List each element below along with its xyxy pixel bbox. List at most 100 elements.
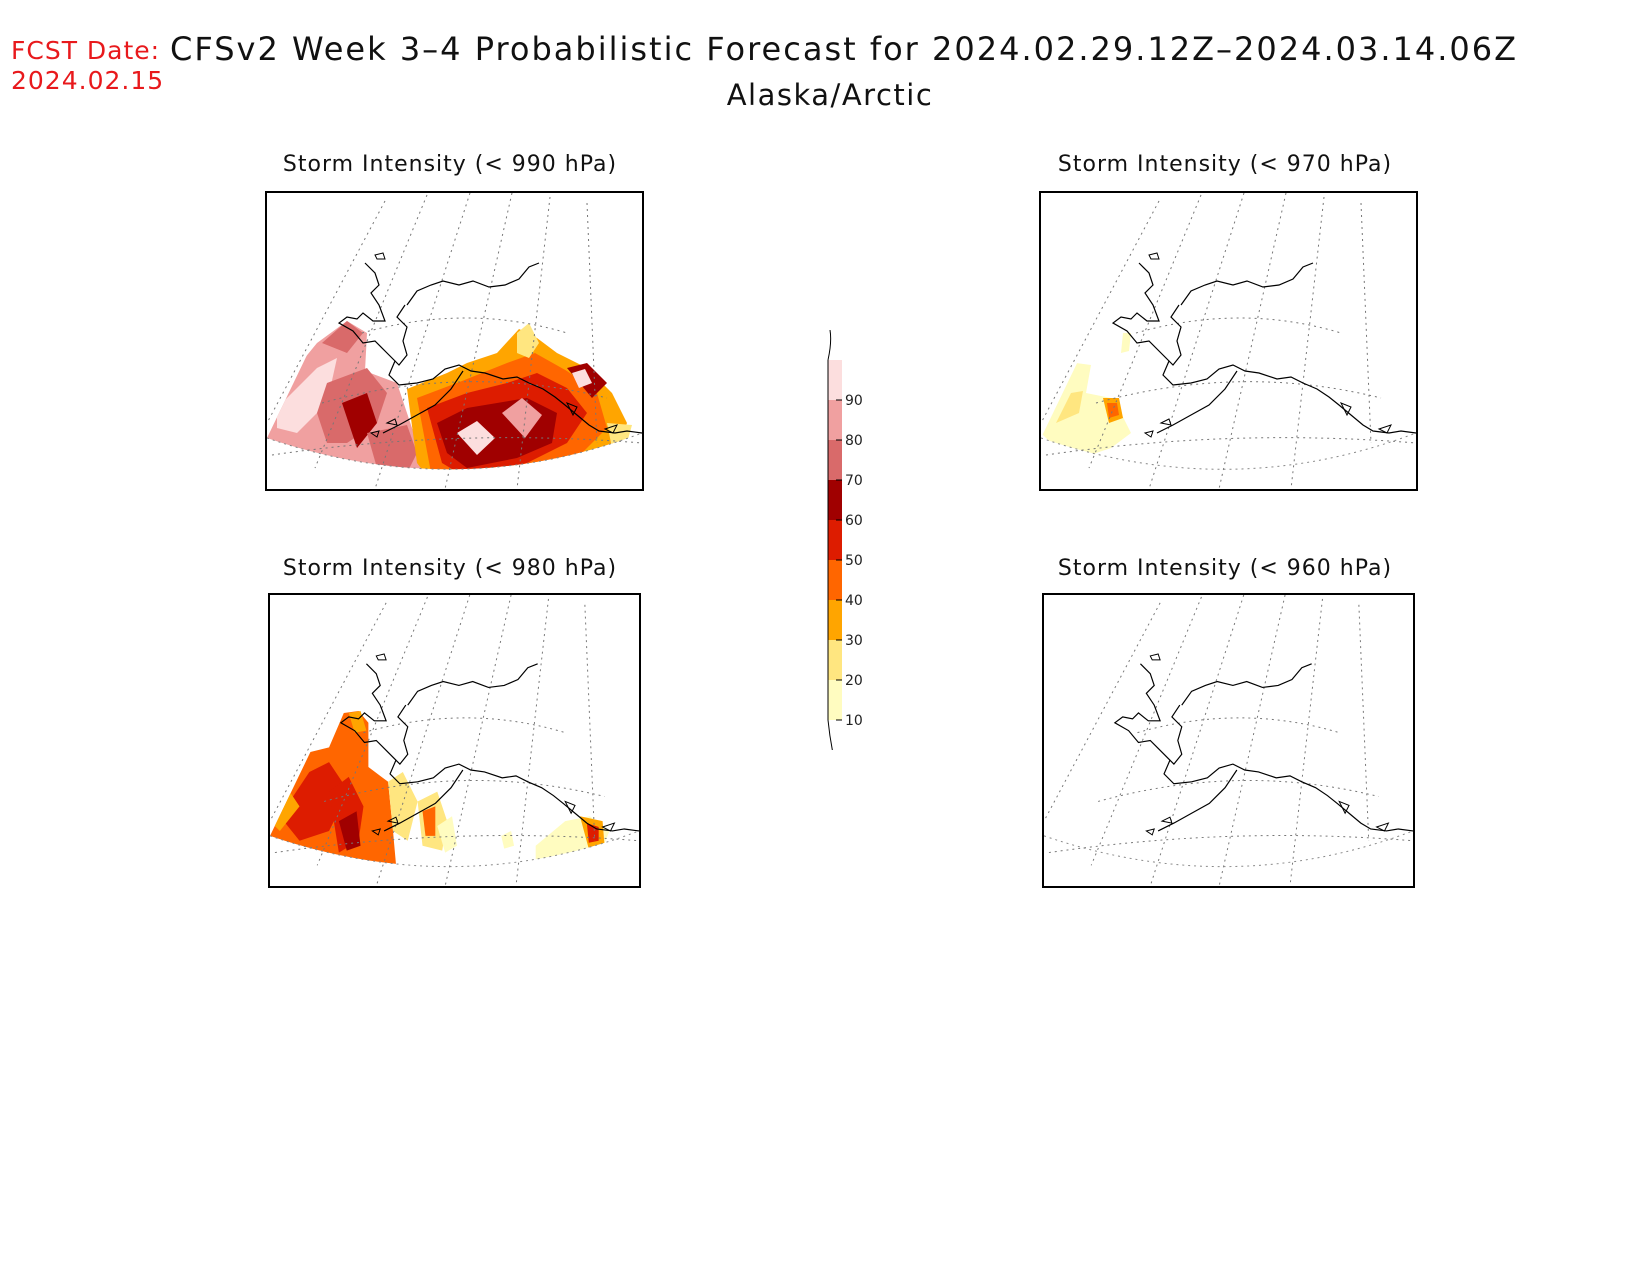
- colorbar-tick-label: 60: [845, 513, 863, 529]
- coastline-north: [407, 663, 538, 706]
- prob-region-west-90: [277, 358, 337, 433]
- panel-title-990: Storm Intensity (< 990 hPa): [282, 152, 618, 177]
- graticule-meridian: [1358, 604, 1370, 841]
- map-svg-960: [1044, 595, 1413, 886]
- graticule-meridian: [584, 604, 596, 841]
- map-svg-990: [267, 193, 642, 489]
- coastline-north: [1181, 663, 1312, 706]
- colorbar-tick-label: 50: [845, 553, 863, 569]
- island-panhandle: [601, 822, 616, 832]
- graticule-parallel: [363, 717, 566, 734]
- graticule-meridian: [374, 193, 471, 489]
- colorbar-swatch: [828, 560, 842, 600]
- graticule-meridian: [1041, 200, 1160, 424]
- page-title: CFSv2 Week 3–4 Probabilistic Forecast fo…: [170, 30, 1519, 68]
- graticule-meridian: [1090, 596, 1202, 866]
- graticule-meridian: [314, 194, 428, 469]
- probability-field: [270, 711, 610, 867]
- domain-boundary: [1044, 830, 1413, 868]
- region-subtitle: Alaska/Arctic: [726, 78, 934, 112]
- colorbar-svg: 10 20 30 40 50 60 70 80 90: [827, 329, 863, 759]
- graticule-meridian: [1218, 595, 1286, 886]
- coastline-alaska: [337, 262, 642, 434]
- domain-boundary: [270, 830, 639, 868]
- coastline-peninsula: [1157, 769, 1238, 832]
- graticule-parallel: [271, 437, 642, 456]
- prob-region-north-10: [1121, 333, 1131, 353]
- domain-boundary: [267, 432, 642, 470]
- coastline-alaska: [1113, 663, 1413, 832]
- prob-region-center-40: [1107, 403, 1119, 418]
- prob-region-gulf-10: [501, 830, 515, 849]
- domain-boundary: [1041, 432, 1416, 470]
- graticule-meridian: [1289, 598, 1323, 886]
- graticule-meridian: [1044, 602, 1161, 822]
- prob-region-west-core-60: [338, 811, 361, 851]
- prob-region-north-20: [517, 323, 539, 358]
- island-southeast: [1338, 800, 1350, 815]
- panel-title-980: Storm Intensity (< 980 hPa): [282, 556, 618, 581]
- graticule-parallel: [1045, 437, 1416, 456]
- colorbar-tick-label: 80: [845, 433, 863, 449]
- graticule-parallel: [321, 381, 608, 404]
- graticule-meridian: [1088, 194, 1202, 469]
- colorbar-tick-label: 30: [845, 633, 863, 649]
- colorbar-tick-label: 10: [845, 713, 863, 729]
- coastline-peninsula: [1156, 370, 1238, 434]
- colorbar-bottom-point: [827, 719, 835, 759]
- graticule-parallel: [1097, 779, 1379, 802]
- prob-region-mid-20: [388, 771, 418, 841]
- island-aleutian: [1145, 828, 1155, 836]
- island-panhandle: [1375, 822, 1390, 832]
- graticule-meridian: [586, 202, 598, 444]
- island-southeast: [564, 800, 576, 815]
- colorbar-swatch: [828, 480, 842, 520]
- coastline-west: [395, 704, 409, 765]
- graticule-meridian: [444, 193, 513, 489]
- map-svg-970: [1041, 193, 1416, 489]
- island-kodiak: [385, 418, 398, 426]
- colorbar: 10 20 30 40 50 60 70 80 90: [820, 329, 880, 759]
- colorbar-swatch: [828, 360, 842, 400]
- island-st-lawrence: [1148, 252, 1160, 260]
- prob-region-sw-70: [367, 425, 417, 470]
- colorbar-tick-label: 40: [845, 593, 863, 609]
- graticule-meridian: [1149, 595, 1245, 886]
- colorbar-swatch: [828, 520, 842, 560]
- graticule-parallel: [1048, 835, 1413, 854]
- colorbar-swatch: [828, 400, 842, 440]
- colorbar-swatch: [828, 640, 842, 680]
- prob-region-bay-40: [422, 806, 436, 836]
- island-kodiak: [1159, 418, 1172, 426]
- colorbar-swatch: [828, 680, 842, 720]
- coastline-peninsula: [383, 769, 464, 832]
- graticule-meridian: [444, 595, 512, 886]
- island-aleutian: [1143, 430, 1154, 438]
- forecast-date-value: 2024.02.15: [11, 66, 165, 95]
- map-panel-990: [265, 191, 644, 491]
- island-aleutian: [369, 430, 380, 438]
- forecast-date-block: FCST Date: 2024.02.15: [11, 36, 164, 96]
- coastline-north: [1180, 262, 1314, 306]
- coastline-west: [1168, 304, 1182, 366]
- colorbar-top-point: [827, 329, 832, 361]
- colorbar-swatch: [828, 440, 842, 480]
- coastline-alaska: [339, 663, 639, 832]
- colorbar-tick-label: 90: [845, 393, 863, 409]
- prob-region-sw-30: [270, 791, 300, 831]
- graticule-parallel: [361, 317, 568, 334]
- graticule-parallel: [1135, 317, 1342, 334]
- graticule-meridian: [1360, 202, 1372, 444]
- island-st-lawrence: [1149, 653, 1161, 661]
- coastline-west: [1169, 704, 1183, 765]
- forecast-date-label: FCST Date:: [11, 36, 161, 65]
- prob-region-nw-30: [348, 711, 367, 733]
- island-southeast: [1339, 402, 1352, 417]
- probability-field: [267, 321, 632, 470]
- graticule-parallel: [323, 779, 605, 802]
- colorbar-swatch: [828, 600, 842, 640]
- prob-region-west-core-60: [342, 393, 377, 448]
- colorbar-tick-label: 70: [845, 473, 863, 489]
- graticule-parallel: [274, 835, 639, 854]
- panel-title-960: Storm Intensity (< 960 hPa): [1057, 556, 1393, 581]
